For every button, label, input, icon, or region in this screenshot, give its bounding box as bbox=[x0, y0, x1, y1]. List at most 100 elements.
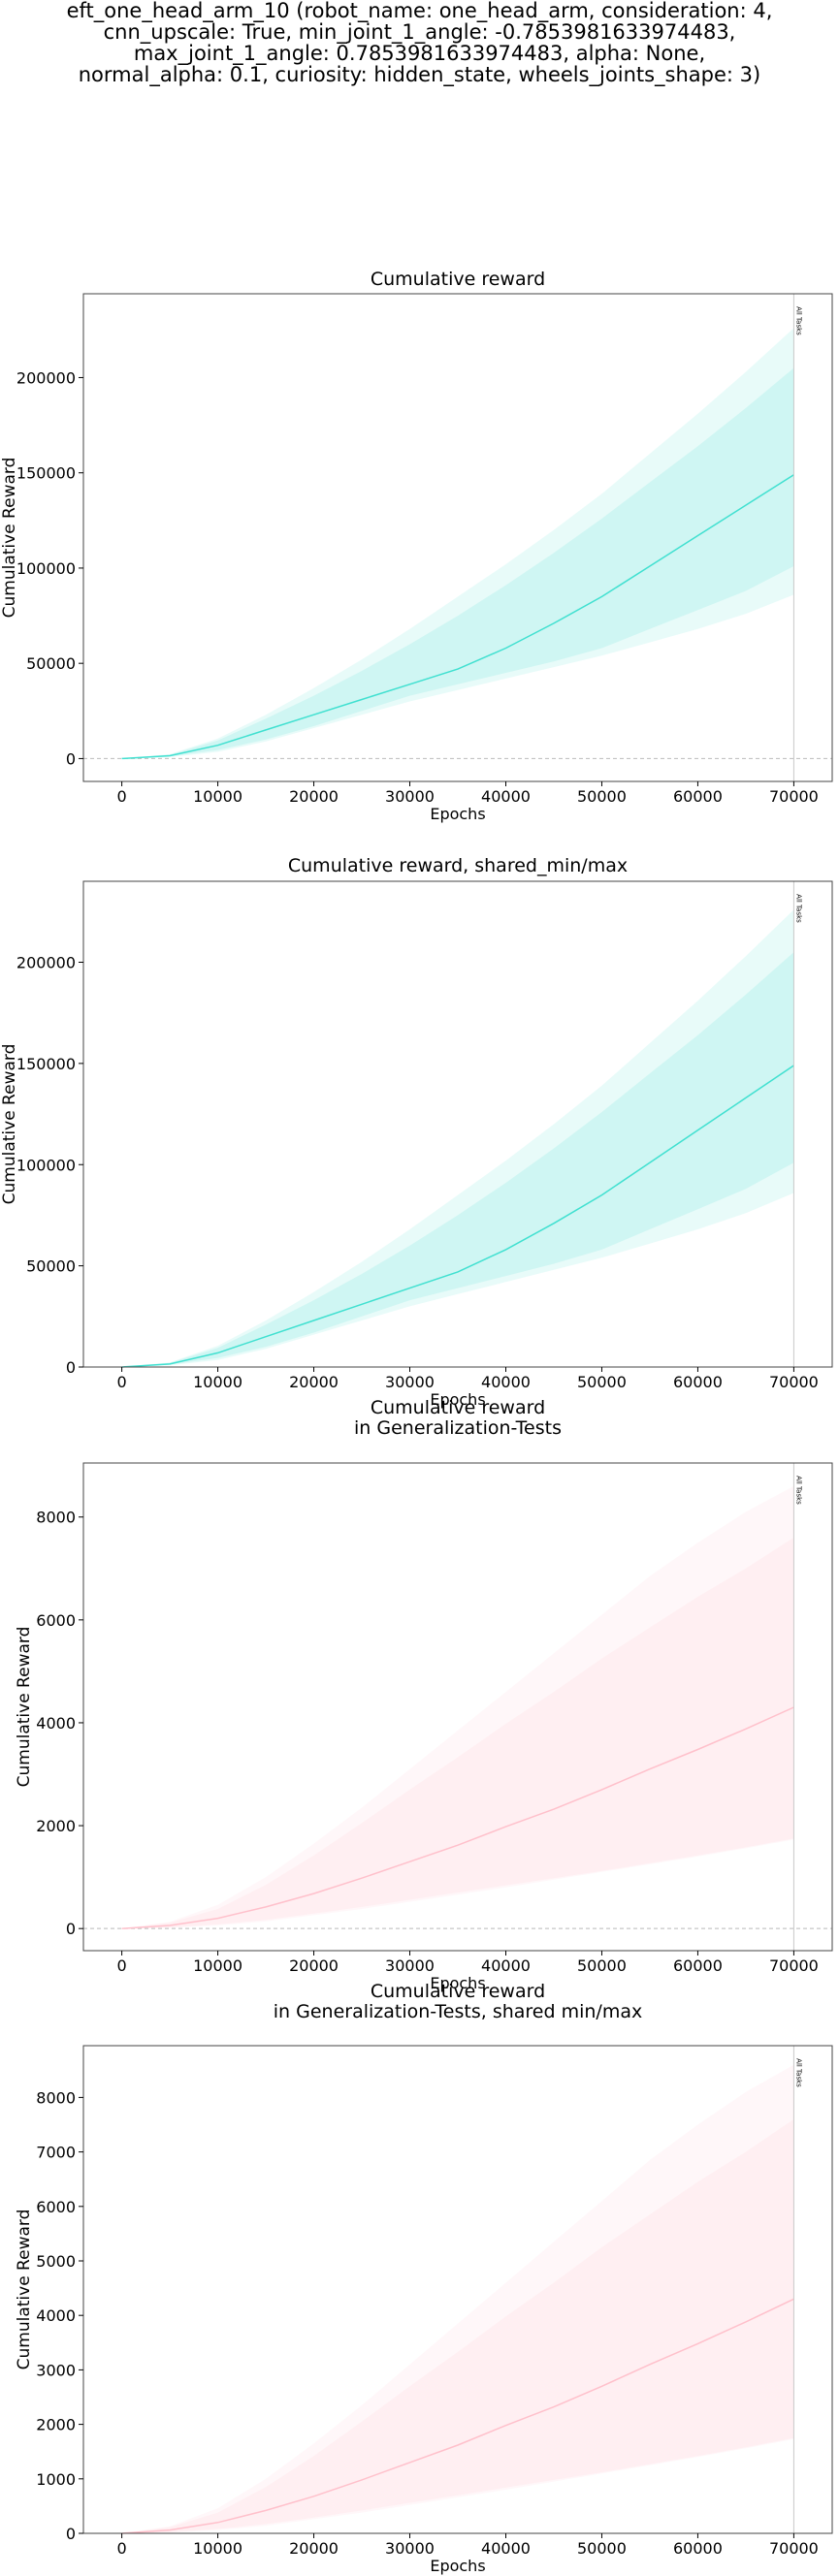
y-tick-label: 200000 bbox=[16, 368, 76, 387]
axes-frame bbox=[82, 880, 833, 1368]
y-axis-label: Cumulative Reward bbox=[15, 2210, 34, 2370]
x-axis-label: Epochs bbox=[430, 1390, 485, 1409]
x-tick-label: 40000 bbox=[481, 1373, 531, 1391]
y-tick-label: 4000 bbox=[36, 1714, 76, 1733]
axes-frame bbox=[82, 293, 833, 782]
x-tick-label: 70000 bbox=[769, 787, 819, 806]
suptitle-line: eft_one_head_arm_10 (robot_name: one_hea… bbox=[66, 0, 773, 22]
mean-series-line bbox=[121, 474, 794, 760]
x-tick-label: 50000 bbox=[577, 787, 627, 806]
axes-frame bbox=[82, 2045, 833, 2534]
x-tick-label: 0 bbox=[116, 787, 126, 806]
outer-band bbox=[121, 1485, 794, 1929]
y-tick-label: 8000 bbox=[36, 2088, 76, 2107]
x-axis-label: Epochs bbox=[430, 1974, 485, 1992]
inner-band bbox=[121, 952, 794, 1367]
axes-frame bbox=[82, 1462, 833, 1952]
x-tick-label: 0 bbox=[116, 1373, 126, 1391]
x-tick-label: 50000 bbox=[577, 1373, 627, 1391]
x-tick-label: 20000 bbox=[289, 1373, 339, 1391]
y-tick-label: 6000 bbox=[36, 1611, 76, 1630]
x-axis-label: Epochs bbox=[430, 805, 485, 823]
x-tick-label: 20000 bbox=[289, 1956, 339, 1975]
suptitle-line: max_joint_1_angle: 0.7853981633974483, a… bbox=[133, 42, 706, 65]
suptitle-line: cnn_upscale: True, min_joint_1_angle: -0… bbox=[103, 20, 736, 44]
y-tick-label: 7000 bbox=[36, 2144, 76, 2162]
outer-band bbox=[121, 909, 794, 1367]
x-tick-label: 70000 bbox=[769, 1373, 819, 1391]
y-tick-label: 100000 bbox=[16, 559, 76, 578]
y-tick-label: 50000 bbox=[26, 1257, 76, 1276]
chart-title: Cumulative reward bbox=[371, 1397, 545, 1418]
task-boundary-label: All Tasks bbox=[794, 1476, 802, 1505]
chart-title: in Generalization-Tests bbox=[354, 1417, 562, 1439]
y-tick-label: 200000 bbox=[16, 954, 76, 972]
y-tick-label: 100000 bbox=[16, 1156, 76, 1174]
x-tick-label: 20000 bbox=[289, 787, 339, 806]
x-tick-label: 10000 bbox=[193, 2539, 242, 2558]
x-tick-label: 40000 bbox=[481, 2539, 531, 2558]
x-tick-label: 70000 bbox=[769, 1956, 819, 1975]
inner-band bbox=[121, 1537, 794, 1929]
y-tick-label: 4000 bbox=[36, 2306, 76, 2325]
chart-title: Cumulative reward, shared_min/max bbox=[288, 855, 628, 876]
y-tick-label: 1000 bbox=[36, 2470, 76, 2489]
chart-title: Cumulative reward bbox=[371, 1981, 545, 2002]
x-tick-label: 70000 bbox=[769, 2539, 819, 2558]
x-tick-label: 30000 bbox=[385, 1956, 435, 1975]
x-tick-label: 60000 bbox=[673, 2539, 723, 2558]
x-tick-label: 40000 bbox=[481, 787, 531, 806]
suptitle-line: normal_alpha: 0.1, curiosity: hidden_sta… bbox=[78, 63, 761, 86]
chart-title: Cumulative reward bbox=[371, 269, 545, 290]
x-tick-label: 30000 bbox=[385, 2539, 435, 2558]
y-axis-label: Cumulative Reward bbox=[0, 1044, 19, 1205]
y-axis-label: Cumulative Reward bbox=[15, 1627, 34, 1788]
y-tick-label: 0 bbox=[66, 2525, 76, 2543]
x-tick-label: 50000 bbox=[577, 2539, 627, 2558]
x-tick-label: 40000 bbox=[481, 1956, 531, 1975]
y-tick-label: 150000 bbox=[16, 464, 76, 483]
x-tick-label: 60000 bbox=[673, 787, 723, 806]
y-tick-label: 0 bbox=[66, 1920, 76, 1938]
figure-suptitle: eft_one_head_arm_10 (robot_name: one_hea… bbox=[0, 0, 839, 85]
x-tick-label: 20000 bbox=[289, 2539, 339, 2558]
y-tick-label: 0 bbox=[66, 749, 76, 768]
mean-series-line bbox=[121, 2298, 794, 2534]
task-boundary-label: All Tasks bbox=[794, 894, 802, 923]
y-tick-label: 2000 bbox=[36, 2416, 76, 2434]
task-boundary-label: All Tasks bbox=[794, 306, 802, 335]
x-tick-label: 10000 bbox=[193, 1956, 242, 1975]
x-axis-label: Epochs bbox=[430, 2557, 485, 2575]
x-tick-label: 0 bbox=[116, 2539, 126, 2558]
chart-title: in Generalization-Tests, shared min/max bbox=[274, 2001, 642, 2022]
x-tick-label: 10000 bbox=[193, 787, 242, 806]
x-tick-label: 30000 bbox=[385, 787, 435, 806]
y-tick-label: 3000 bbox=[36, 2361, 76, 2379]
chart-cumulative-reward: All Tasks 0 10000 20000 30000 40000 50000 60000… bbox=[0, 269, 833, 823]
task-boundary-label: All Tasks bbox=[794, 2058, 802, 2087]
chart-cumulative-reward-shared: All Tasks 0 10000 20000 30000 40000 50000 60000… bbox=[0, 855, 833, 1409]
y-tick-label: 5000 bbox=[36, 2252, 76, 2271]
x-tick-label: 60000 bbox=[673, 1373, 723, 1391]
mean-series-line bbox=[121, 1065, 794, 1368]
y-tick-label: 6000 bbox=[36, 2198, 76, 2216]
x-tick-label: 60000 bbox=[673, 1956, 723, 1975]
x-tick-label: 10000 bbox=[193, 1373, 242, 1391]
inner-band bbox=[121, 2118, 794, 2533]
inner-band bbox=[121, 367, 794, 759]
outer-band bbox=[121, 328, 794, 759]
x-tick-label: 30000 bbox=[385, 1373, 435, 1391]
y-tick-label: 0 bbox=[66, 1358, 76, 1377]
y-tick-label: 50000 bbox=[26, 654, 76, 673]
mean-series-line bbox=[121, 1706, 794, 1929]
y-axis-label: Cumulative Reward bbox=[0, 458, 19, 619]
y-tick-label: 8000 bbox=[36, 1509, 76, 1527]
y-tick-label: 2000 bbox=[36, 1817, 76, 1835]
y-tick-label: 150000 bbox=[16, 1055, 76, 1073]
x-tick-label: 0 bbox=[116, 1956, 126, 1975]
outer-band bbox=[121, 2064, 794, 2533]
x-tick-label: 50000 bbox=[577, 1956, 627, 1975]
